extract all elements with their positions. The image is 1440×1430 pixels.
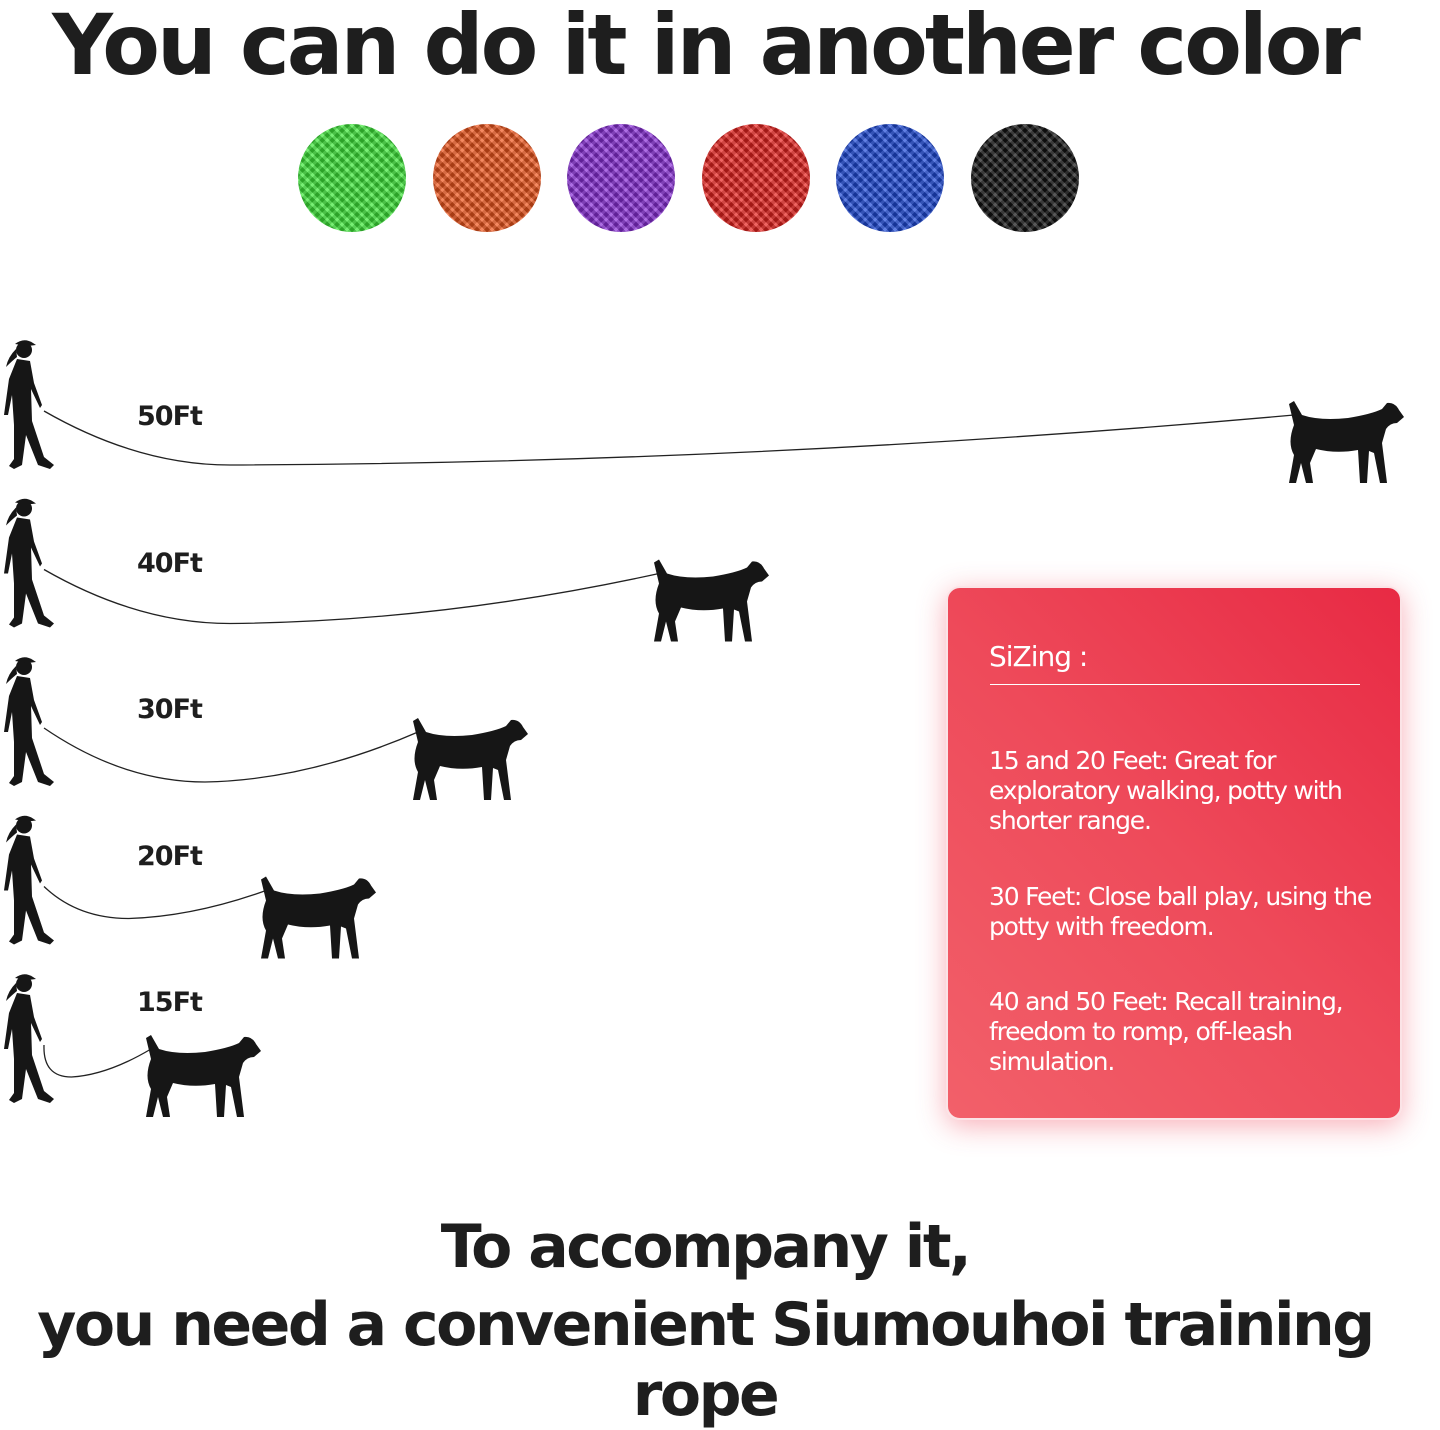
dog-icon	[654, 559, 769, 642]
sizing-card: SiZing : 15 and 20 Feet: Great for explo…	[946, 586, 1402, 1120]
walker-icon	[4, 657, 54, 786]
length-label-50ft: 50Ft	[137, 401, 203, 432]
bottom-line-2: you need a convenient Siumouhoi training…	[37, 1290, 1375, 1430]
length-label-30ft: 30Ft	[137, 694, 203, 725]
page-title: You can do it in another color	[52, 0, 1361, 94]
walker-icon	[4, 815, 54, 945]
sizing-item-15-20: 15 and 20 Feet: Great for exploratory wa…	[989, 746, 1343, 835]
swatch-black	[971, 124, 1079, 232]
walker-icon	[4, 498, 54, 628]
swatch-purple	[567, 124, 675, 232]
swatch-blue	[836, 124, 944, 232]
leash-20ft	[43, 886, 267, 920]
walker-icon	[4, 340, 54, 469]
leash-length-illustration	[4, 340, 1404, 1117]
leash-50ft	[43, 410, 1295, 466]
leash-15ft	[43, 1044, 152, 1078]
sizing-item-40-50: 40 and 50 Feet: Recall training, freedom…	[989, 987, 1344, 1076]
sizing-item-30: 30 Feet: Close ball play, using the pott…	[989, 882, 1372, 941]
walker-icon	[4, 974, 54, 1103]
dog-icon	[261, 876, 376, 959]
bottom-line-1: To accompany it,	[440, 1212, 972, 1282]
dog-icon	[1289, 401, 1404, 483]
swatch-red	[702, 124, 810, 232]
dog-icon	[146, 1035, 261, 1117]
length-label-15ft: 15Ft	[137, 987, 203, 1018]
dog-icon	[413, 718, 528, 800]
swatch-orange	[433, 124, 541, 232]
leash-30ft	[43, 727, 419, 783]
sizing-heading: SiZing :	[989, 640, 1088, 673]
swatch-green	[298, 124, 406, 232]
sizing-divider	[990, 684, 1360, 685]
length-label-40ft: 40Ft	[137, 548, 203, 579]
leash-40ft	[43, 568, 660, 625]
length-label-20ft: 20Ft	[137, 841, 203, 872]
